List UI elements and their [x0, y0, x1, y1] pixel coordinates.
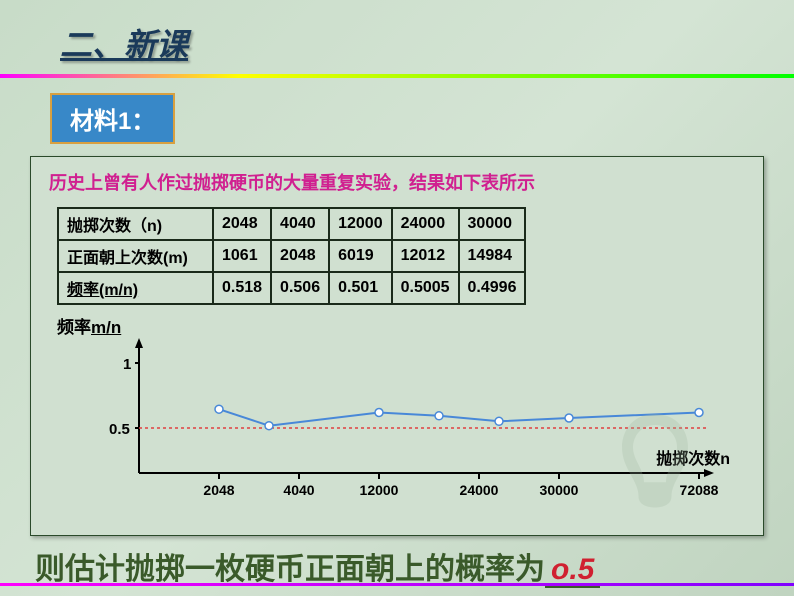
table-cell: 24000 [392, 208, 459, 240]
svg-text:12000: 12000 [360, 482, 399, 498]
divider-top [0, 74, 794, 78]
table-cell: 14984 [459, 240, 526, 272]
data-table: 抛掷次数（n) 2048 4040 12000 24000 30000 正面朝上… [57, 207, 526, 305]
table-row: 频率(m/n) 0.518 0.506 0.501 0.5005 0.4996 [58, 272, 525, 304]
chart-area: 频率m/n 1 0.5 2048404012000240003000072088… [49, 313, 745, 523]
row-header: 正面朝上次数(m) [58, 240, 213, 272]
content-panel: 历史上曾有人作过抛掷硬币的大量重复实验，结果如下表所示 抛掷次数（n) 2048… [30, 156, 764, 536]
table-row: 抛掷次数（n) 2048 4040 12000 24000 30000 [58, 208, 525, 240]
table-cell: 12000 [329, 208, 392, 240]
table-cell: 0.5005 [392, 272, 459, 304]
svg-text:4040: 4040 [283, 482, 314, 498]
table-cell: 4040 [271, 208, 329, 240]
conclusion-answer: o.5 [551, 553, 594, 586]
table-cell: 1061 [213, 240, 271, 272]
table-cell: 0.501 [329, 272, 392, 304]
material-badge-label: 材料1： [50, 93, 175, 144]
svg-text:2048: 2048 [203, 482, 234, 498]
page-title: 二、新课 [60, 20, 794, 66]
y-tick-1: 1 [123, 356, 131, 373]
row-header: 抛掷次数（n) [58, 208, 213, 240]
table-cell: 0.518 [213, 272, 271, 304]
table-cell: 0.506 [271, 272, 329, 304]
y-tick-0.5: 0.5 [109, 421, 130, 438]
divider-bottom [0, 583, 794, 586]
table-cell: 0.4996 [459, 272, 526, 304]
watermark-icon [595, 403, 715, 513]
svg-text:24000: 24000 [460, 482, 499, 498]
table-cell: 2048 [213, 208, 271, 240]
table-cell: 12012 [392, 240, 459, 272]
table-row: 正面朝上次数(m) 1061 2048 6019 12012 14984 [58, 240, 525, 272]
svg-text:30000: 30000 [540, 482, 579, 498]
table-cell: 6019 [329, 240, 392, 272]
conclusion-text: 则估计抛掷一枚硬币正面朝上的概率为o.5 [35, 544, 794, 588]
table-cell: 2048 [271, 240, 329, 272]
table-cell: 30000 [459, 208, 526, 240]
panel-description: 历史上曾有人作过抛掷硬币的大量重复实验，结果如下表所示 [49, 169, 745, 195]
row-header: 频率(m/n) [58, 272, 213, 304]
material-badge: 材料1： [50, 93, 175, 144]
